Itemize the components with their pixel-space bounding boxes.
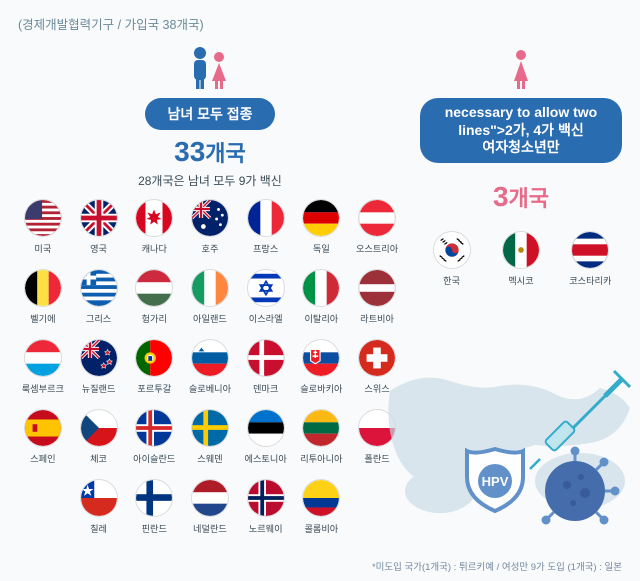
flag-label: 룩셈부르크	[18, 381, 68, 395]
flag-label: 벨기에	[18, 311, 68, 325]
flag-label: 핀란드	[129, 521, 179, 535]
flag-uk: 영국	[74, 199, 124, 255]
flag-label: 이스라엘	[241, 311, 291, 325]
right-count: 3개국	[420, 181, 622, 213]
people-icon-female	[420, 45, 622, 94]
flag-label: 체코	[74, 451, 124, 465]
flag-label: 아일랜드	[185, 311, 235, 325]
left-column: 남녀 모두 접종 33개국 28개국은 남녀 모두 9가 백신 미국 영국 캐나다 호…	[18, 39, 402, 535]
flag-fi: 핀란드	[129, 479, 179, 535]
flag-label: 멕시코	[489, 273, 552, 287]
main-columns: 남녀 모두 접종 33개국 28개국은 남녀 모두 9가 백신 미국 영국 캐나다 호…	[0, 39, 640, 535]
left-flag-grid: 미국 영국 캐나다 호주 프랑스 독일 오스트리아벨기에 그리스 헝가리 아일랜드 이스라엘 이탈리아…	[18, 199, 402, 535]
flag-label: 프랑스	[241, 241, 291, 255]
flag-gr: 그리스	[74, 269, 124, 325]
flag-label: 호주	[185, 241, 235, 255]
flag-lv: 라트비아	[352, 269, 402, 325]
flag-label: 스웨덴	[185, 451, 235, 465]
flag-label: 영국	[74, 241, 124, 255]
flag-label: 슬로바키아	[297, 381, 347, 395]
flag-de: 독일	[297, 199, 347, 255]
flag-it: 이탈리아	[297, 269, 347, 325]
flag-label: 스페인	[18, 451, 68, 465]
footnote: *미도입 국가(1개국) : 튀르키예 / 여성만 9가 도입 (1개국) : …	[372, 559, 622, 573]
flag-label: 코스타리카	[559, 273, 622, 287]
flag-fr: 프랑스	[241, 199, 291, 255]
flag-pt: 포르투갈	[129, 339, 179, 395]
flag-label: 에스토니아	[241, 451, 291, 465]
flag-lt: 리투아니아	[297, 409, 347, 465]
flag-label: 오스트리아	[352, 241, 402, 255]
flag-label: 라트비아	[352, 311, 402, 325]
flag-kr: 한국	[420, 231, 483, 287]
flag-ee: 에스토니아	[241, 409, 291, 465]
flag-label: 콜롬비아	[297, 521, 347, 535]
flag-label: 노르웨이	[241, 521, 291, 535]
flag-nz: 뉴질랜드	[74, 339, 124, 395]
flag-label: 뉴질랜드	[74, 381, 124, 395]
header-text: (경제개발협력기구 / 가입국 38개국)	[0, 0, 640, 39]
flag-dk: 덴마크	[241, 339, 291, 395]
flag-label: 스위스	[352, 381, 402, 395]
people-icons-both	[18, 45, 402, 94]
flag-cz: 체코	[74, 409, 124, 465]
flag-label: 그리스	[74, 311, 124, 325]
left-count: 33개국	[18, 136, 402, 168]
flag-es: 스페인	[18, 409, 68, 465]
flag-label: 헝가리	[129, 311, 179, 325]
flag-cl: 칠레	[74, 479, 124, 535]
flag-label: 독일	[297, 241, 347, 255]
flag-pl: 폴란드	[352, 409, 402, 465]
flag-mx: 멕시코	[489, 231, 552, 287]
flag-lu: 룩셈부르크	[18, 339, 68, 395]
flag-no: 노르웨이	[241, 479, 291, 535]
flag-au: 호주	[185, 199, 235, 255]
flag-sk: 슬로바키아	[297, 339, 347, 395]
left-sub-desc: 28개국은 남녀 모두 9가 백신	[18, 172, 402, 189]
flag-ie: 아일랜드	[185, 269, 235, 325]
flag-si: 슬로베니아	[185, 339, 235, 395]
flag-label: 덴마크	[241, 381, 291, 395]
flag-label: 칠레	[74, 521, 124, 535]
flag-co: 콜롬비아	[297, 479, 347, 535]
flag-label: 캐나다	[129, 241, 179, 255]
flag-at: 오스트리아	[352, 199, 402, 255]
flag-label: 한국	[420, 273, 483, 287]
flag-label: 미국	[18, 241, 68, 255]
flag-is: 아이슬란드	[129, 409, 179, 465]
flag-se: 스웨덴	[185, 409, 235, 465]
flag-label: 슬로베니아	[185, 381, 235, 395]
flag-il: 이스라엘	[241, 269, 291, 325]
flag-hu: 헝가리	[129, 269, 179, 325]
flag-be: 벨기에	[18, 269, 68, 325]
right-pill: necessary to allow two lines">2가, 4가 백신여…	[420, 98, 622, 163]
flag-label: 이탈리아	[297, 311, 347, 325]
flag-label: 포르투갈	[129, 381, 179, 395]
flag-label: 네덜란드	[185, 521, 235, 535]
right-column: necessary to allow two lines">2가, 4가 백신여…	[420, 39, 622, 535]
flag-label: 리투아니아	[297, 451, 347, 465]
flag-ch: 스위스	[352, 339, 402, 395]
flag-nl: 네덜란드	[185, 479, 235, 535]
left-pill: 남녀 모두 접종	[145, 98, 274, 130]
female-icon	[514, 50, 528, 89]
right-flag-grid: 한국 멕시코 코스타리카	[420, 231, 622, 287]
flag-label: 폴란드	[352, 451, 402, 465]
male-icon	[194, 47, 206, 89]
female-icon	[212, 52, 226, 89]
flag-us: 미국	[18, 199, 68, 255]
flag-cr: 코스타리카	[559, 231, 622, 287]
flag-label: 아이슬란드	[129, 451, 179, 465]
flag-ca: 캐나다	[129, 199, 179, 255]
